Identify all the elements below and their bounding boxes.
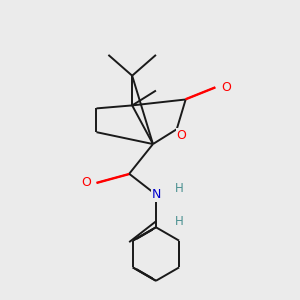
Text: O: O — [176, 129, 186, 142]
Text: O: O — [81, 176, 91, 189]
Text: H: H — [175, 182, 184, 195]
Text: H: H — [175, 215, 184, 228]
Text: O: O — [221, 81, 231, 94]
Text: N: N — [151, 188, 160, 201]
